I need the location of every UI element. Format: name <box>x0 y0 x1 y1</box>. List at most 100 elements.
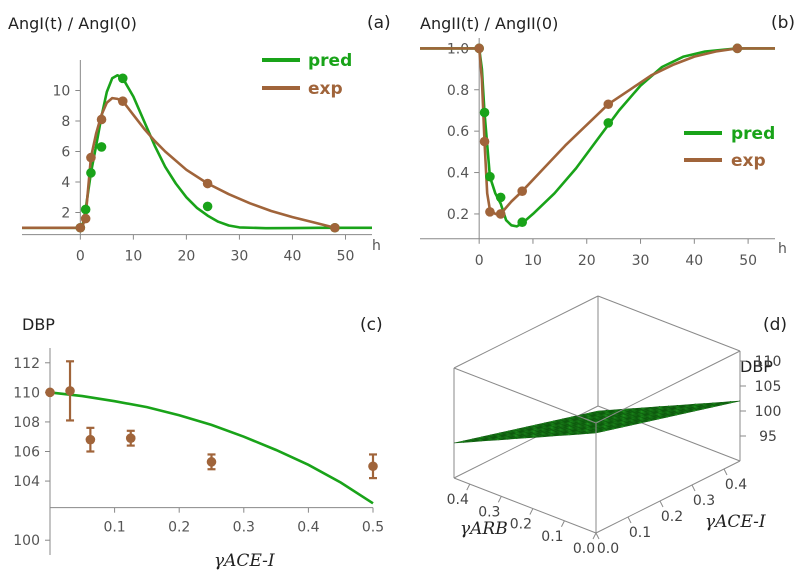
box-edge-front <box>595 460 741 534</box>
exp-point <box>86 152 96 163</box>
exp-point <box>330 222 340 233</box>
exp-point <box>517 186 527 196</box>
exp-point <box>368 461 378 472</box>
x-tick-label: 0.3 <box>233 520 255 536</box>
legend-pred-label: pred <box>731 124 775 144</box>
pred-point <box>495 192 506 203</box>
pred-point <box>80 204 91 215</box>
arb-tick-mark <box>529 508 534 515</box>
panel-d-surface-plot: 95 100 105 110 0.0 0.1 0.2 0.3 0.4 0.0 0.1 0.2 0.3 0.… <box>447 295 782 557</box>
z-tick-label: 100 <box>755 404 782 420</box>
pred-curve <box>22 74 372 230</box>
pred-curve <box>49 391 374 505</box>
exp-point <box>125 433 136 443</box>
panel-c-title: (c) <box>360 315 383 335</box>
x-tick-label: 0.2 <box>168 520 190 536</box>
ace-tick-label: 0.1 <box>629 525 651 541</box>
y-tick-label: 106 <box>13 445 40 461</box>
pred-point <box>117 73 128 84</box>
exp-point <box>96 114 107 125</box>
panel-b-ylabel: AngII(t) / AngII(0) <box>420 14 558 33</box>
x-tick-label: 0.5 <box>362 520 384 536</box>
y-tick-label: 0.6 <box>447 124 469 140</box>
box-edge-front <box>453 477 597 534</box>
arb-tick-label: 0.3 <box>478 504 500 520</box>
panel-a-title: (a) <box>367 13 391 33</box>
ace-tick-mark <box>691 484 696 492</box>
panel-b-series <box>420 43 775 228</box>
exp-point <box>474 43 484 54</box>
pred-point <box>485 171 495 182</box>
pred-point <box>202 201 213 212</box>
box-edge-front <box>453 367 597 424</box>
panel-d-title: (d) <box>763 315 787 335</box>
pred-curve <box>420 47 775 228</box>
panel-c-ylabel: DBP <box>22 315 55 334</box>
arb-tick-label: 0.0 <box>573 541 595 557</box>
panel-a-axes: 0 10 20 30 40 50 2 4 6 8 10 <box>22 60 372 265</box>
exp-point <box>603 99 614 110</box>
arb-tick-mark <box>497 496 502 503</box>
panel-b-axes: 0 10 20 30 40 500.20.40.60.81.0 <box>420 38 775 269</box>
exp-point <box>80 213 91 224</box>
pred-point <box>517 217 527 228</box>
y-tick-label: 0.4 <box>447 166 469 182</box>
y-tick-label: 0.2 <box>447 207 469 223</box>
legend-exp-label: exp <box>731 151 766 171</box>
exp-point <box>495 209 506 219</box>
exp-point <box>45 387 55 398</box>
panel-d-zlabel: DBP <box>740 357 773 376</box>
z-tick-label: 105 <box>755 379 782 395</box>
panel-c-xlabel: γACE-I <box>214 551 275 571</box>
x-tick-label: 50 <box>739 253 757 269</box>
y-tick-label: 6 <box>61 145 70 161</box>
exp-point <box>85 434 96 445</box>
pred-point <box>86 168 96 178</box>
y-tick-label: 2 <box>61 206 70 222</box>
x-tick-label: 40 <box>284 249 302 265</box>
exp-point <box>479 136 490 147</box>
x-tick-label: 0.4 <box>297 520 319 536</box>
arb-tick-label: 0.1 <box>541 529 563 545</box>
ace-tick-mark <box>595 532 600 540</box>
y-tick-label: 10 <box>53 84 71 100</box>
ace-tick-mark <box>659 500 664 508</box>
y-tick-label: 108 <box>13 415 40 431</box>
y-tick-label: 112 <box>13 356 40 372</box>
panel-d: (d) DBP γARB γACE-I 95 100 105 110 0.0 0.1 0.2… <box>447 295 787 557</box>
box-edge-back <box>453 295 599 369</box>
legend-pred-label: pred <box>308 51 352 71</box>
x-tick-label: 50 <box>337 249 355 265</box>
x-tick-label: 10 <box>524 253 542 269</box>
exp-point <box>732 43 743 54</box>
arb-tick-label: 0.2 <box>510 517 532 533</box>
panel-b-xlabel: h <box>778 241 787 257</box>
arb-tick-mark <box>466 483 471 491</box>
surface-cell <box>588 410 607 414</box>
panel-b-legend: pred exp <box>684 124 775 171</box>
y-tick-label: 104 <box>13 474 40 490</box>
pred-point <box>96 142 107 152</box>
z-tick-label: 110 <box>755 354 782 370</box>
pred-point <box>479 107 490 118</box>
panel-a-series <box>22 73 372 233</box>
y-tick-label: 8 <box>61 114 70 130</box>
panel-c-axes: 0.1 0.2 0.3 0.4 0.5 100 104 106 108 110 112 <box>13 348 384 555</box>
box-edge-front <box>595 350 741 424</box>
panel-d-xlabel: γARB <box>460 519 508 539</box>
y-tick-label: 100 <box>13 533 40 549</box>
exp-point <box>75 222 86 233</box>
arb-tick-mark <box>560 520 565 528</box>
ace-tick-label: 0.3 <box>693 493 715 509</box>
ace-tick-mark <box>627 516 632 524</box>
x-tick-label: 0.1 <box>103 520 125 536</box>
panel-c-series <box>45 360 378 505</box>
panel-c-xlabel-text: γACE-I <box>214 551 275 571</box>
panel-d-ylabel: γACE-I <box>705 512 766 532</box>
ace-tick-mark <box>723 468 728 476</box>
x-tick-label: 40 <box>685 253 703 269</box>
ace-tick-label: 0.0 <box>597 541 619 557</box>
x-tick-label: 20 <box>578 253 596 269</box>
exp-curve <box>420 47 775 216</box>
panel-a-xlabel: h <box>372 238 381 254</box>
